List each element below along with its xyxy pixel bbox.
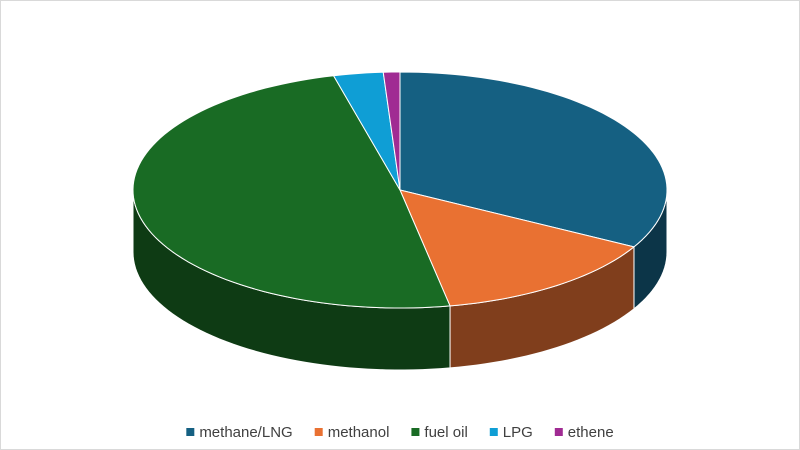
pie-slice	[382, 71, 401, 191]
pie-slice	[333, 71, 401, 191]
legend-item: methanol	[314, 424, 390, 441]
legend-swatch	[411, 428, 420, 436]
legend-item: LPG	[489, 424, 533, 441]
legend-label: ethene	[568, 424, 614, 441]
legend-item: methane/LNG	[186, 424, 293, 441]
legend: methane/LNG methanol fuel oil LPG ethene	[186, 424, 614, 441]
legend-label: methanol	[328, 424, 390, 441]
pie-sides	[132, 189, 668, 371]
legend-label: LPG	[503, 424, 533, 441]
legend-swatch	[186, 428, 195, 436]
legend-swatch	[314, 428, 323, 436]
legend-label: fuel oil	[424, 424, 467, 441]
legend-item: fuel oil	[411, 424, 468, 441]
pie-tops	[132, 71, 668, 309]
legend-swatch	[554, 428, 563, 436]
legend-swatch	[489, 428, 498, 436]
legend-label: methane/LNG	[199, 424, 292, 441]
pie-slice	[132, 75, 451, 309]
pie-slice	[399, 189, 635, 307]
pie-slice	[399, 71, 668, 248]
legend-item: ethene	[554, 424, 614, 441]
